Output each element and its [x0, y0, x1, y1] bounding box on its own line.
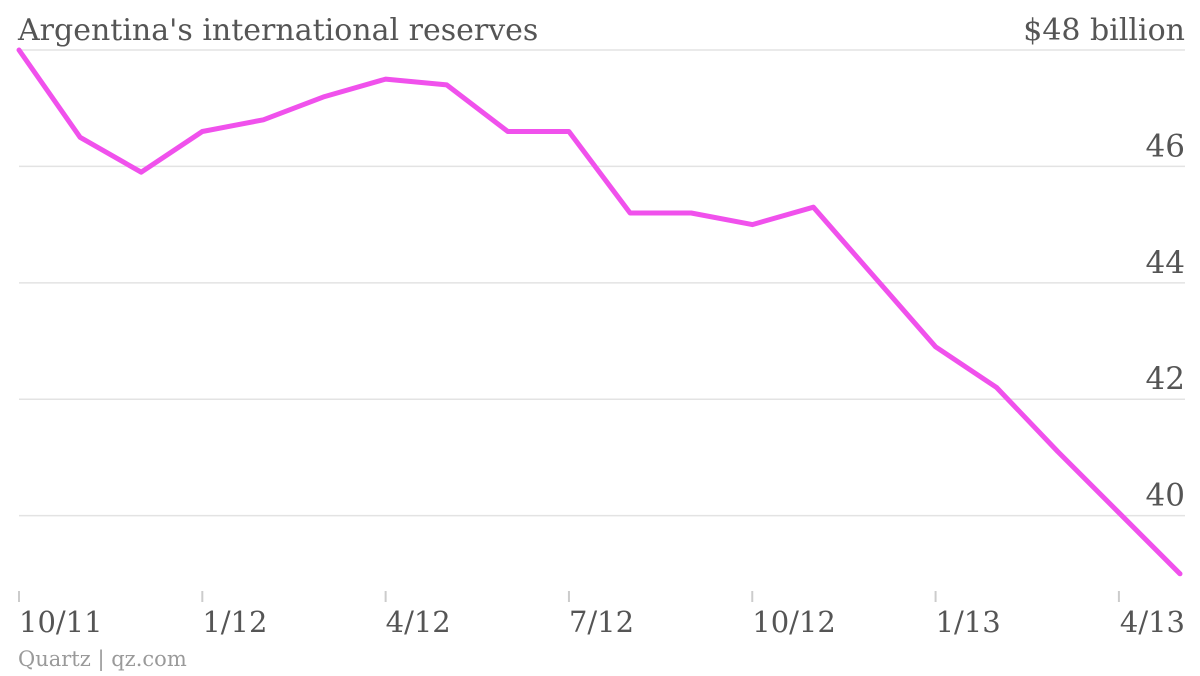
x-tick-label: 7/12	[569, 605, 634, 639]
y-tick-label: 40	[1146, 478, 1185, 514]
series-line	[16, 47, 1183, 577]
x-tick-label: 10/12	[752, 605, 836, 639]
x-tick-label: 4/13	[1120, 605, 1185, 639]
x-tick-label: 1/13	[936, 605, 1001, 639]
source-credit: Quartz | qz.com	[18, 647, 187, 671]
x-tick-label: 4/12	[386, 605, 451, 639]
y-tick-label: 42	[1146, 361, 1185, 397]
chart-title: Argentina's international reserves	[18, 13, 539, 48]
x-tick-label: 10/11	[19, 605, 103, 639]
y-tick-label: $48 billion	[1023, 13, 1185, 48]
x-tick-label: 1/12	[202, 605, 267, 639]
y-tick-label: 46	[1146, 128, 1185, 164]
y-tick-label: 44	[1146, 245, 1185, 281]
